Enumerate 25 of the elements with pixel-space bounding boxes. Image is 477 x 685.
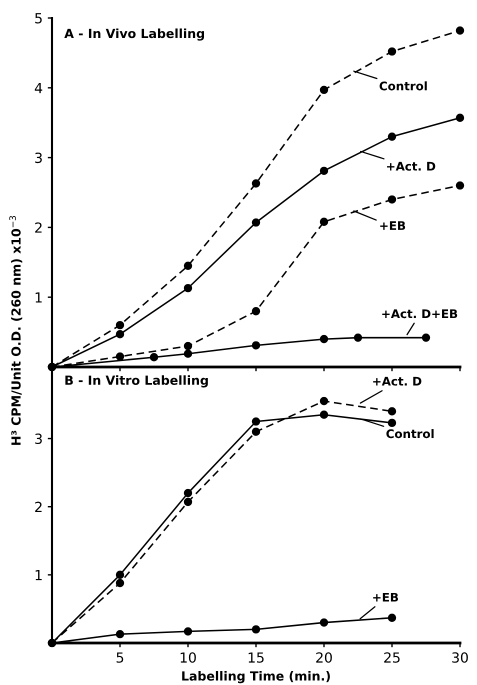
x-tick-label: 10 [180,652,196,663]
y-axis-title: H³ CPM/Unit O.D. (260 nm) x10$^{−3}$ [9,216,22,445]
text: A - In Vivo Labelling [64,28,204,41]
y-tick-label: 2 [35,502,42,512]
x-tick-label: 15 [248,652,264,663]
y-tick-label: 3 [35,152,42,164]
y-tick-label: 4 [34,82,42,94]
y-tick-label: 1 [36,570,42,580]
text: B - In Vitro Labelling [65,375,208,388]
annotation: +Act. D+EB [382,309,458,318]
annotation: Control [380,81,427,90]
x-axis-title: Labelling Time (min.) [182,671,330,684]
annotation: +Act. D [373,376,422,386]
y-tick-label: 1 [36,292,42,302]
annotation: +EB [373,592,398,602]
y-tick-label: 5 [35,13,42,24]
y-tick-label: 3 [35,434,42,444]
x-tick-label: 25 [384,652,400,663]
y-tick-label: 2 [35,222,42,233]
annotation: +EB [380,221,406,230]
annotation: Control [386,429,434,438]
x-tick-label: 30 [452,652,468,663]
x-tick-label: 5 [116,652,124,663]
x-tick-label: 20 [316,652,332,663]
annotation: +Act. D [387,162,436,171]
